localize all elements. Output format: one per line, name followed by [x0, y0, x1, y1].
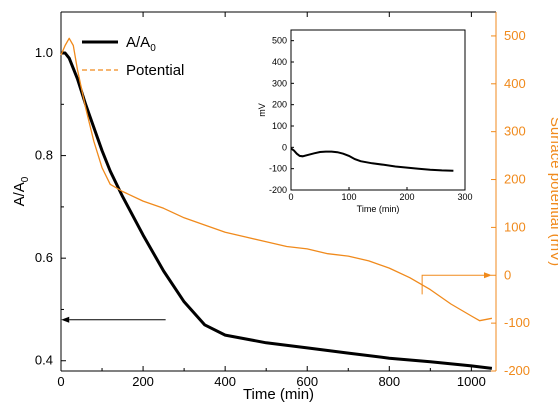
y-right-tick-label: 100	[504, 219, 526, 234]
inset-x-axis-title: Time (min)	[357, 204, 400, 214]
series-line-potential	[60, 37, 493, 322]
legend-label-potential: Potential	[126, 62, 184, 79]
y-right-tick-label: 500	[504, 28, 526, 43]
y-right-axis-title: Surface potential (mV)	[547, 117, 558, 266]
inset-y-tick-label: 400	[272, 57, 287, 67]
inset-series-line	[290, 147, 454, 172]
inset-y-tick-label: -100	[269, 164, 287, 174]
inset-y-tick-label: -200	[269, 185, 287, 195]
y-right-tick-label: 0	[504, 267, 511, 282]
y-left-tick-label: 0.4	[35, 353, 53, 368]
x-tick-label: 1000	[457, 374, 486, 389]
inset-x-tick-label: 0	[288, 192, 293, 202]
y-right-tick-label: -100	[504, 315, 530, 330]
inset-y-axis-title: mV	[257, 103, 267, 117]
y-right-tick-label: 400	[504, 76, 526, 91]
inset-x-tick-label: 200	[399, 192, 414, 202]
inset-y-tick-label: 100	[272, 121, 287, 131]
y-right-tick-label: 300	[504, 124, 526, 139]
y-left-tick-label: 0.6	[35, 250, 53, 265]
legend-label-a-a0: A/A0	[126, 34, 156, 54]
arrow-right-axis	[421, 274, 484, 295]
series-line-a-a0	[61, 51, 493, 370]
inset-x-tick-label: 300	[457, 192, 472, 202]
inset-y-tick-label: 200	[272, 100, 287, 110]
x-tick-label: 200	[132, 374, 154, 389]
x-tick-label: 0	[57, 374, 64, 389]
inset-x-tick-label: 100	[341, 192, 356, 202]
x-tick-label: 800	[378, 374, 400, 389]
inset-y-tick-label: 0	[282, 142, 287, 152]
inset-plot: 0 100 200 300 -200 -100 0 100 200 300 400 500 Time (…	[257, 29, 473, 214]
inset-y-tick-label: 300	[272, 78, 287, 88]
arrow-left-head	[61, 316, 70, 323]
y-left-tick-label: 1.0	[35, 45, 53, 60]
y-left-tick-label: 0.8	[35, 148, 53, 163]
arrow-right-head	[484, 272, 492, 279]
x-axis-title: Time (min)	[243, 386, 314, 403]
inset-y-tick-label: 500	[272, 36, 287, 46]
x-tick-label: 400	[214, 374, 236, 389]
inset-frame	[290, 29, 466, 191]
y-right-tick-label: -200	[504, 363, 530, 378]
x-tick-label: 600	[296, 374, 318, 389]
main-plot: 0 200 400 600 800 10000.40.60.81.0-200-100010…	[11, 11, 558, 403]
y-right-tick-label: 200	[504, 172, 526, 187]
y-left-axis-title: A/A0	[11, 176, 31, 206]
